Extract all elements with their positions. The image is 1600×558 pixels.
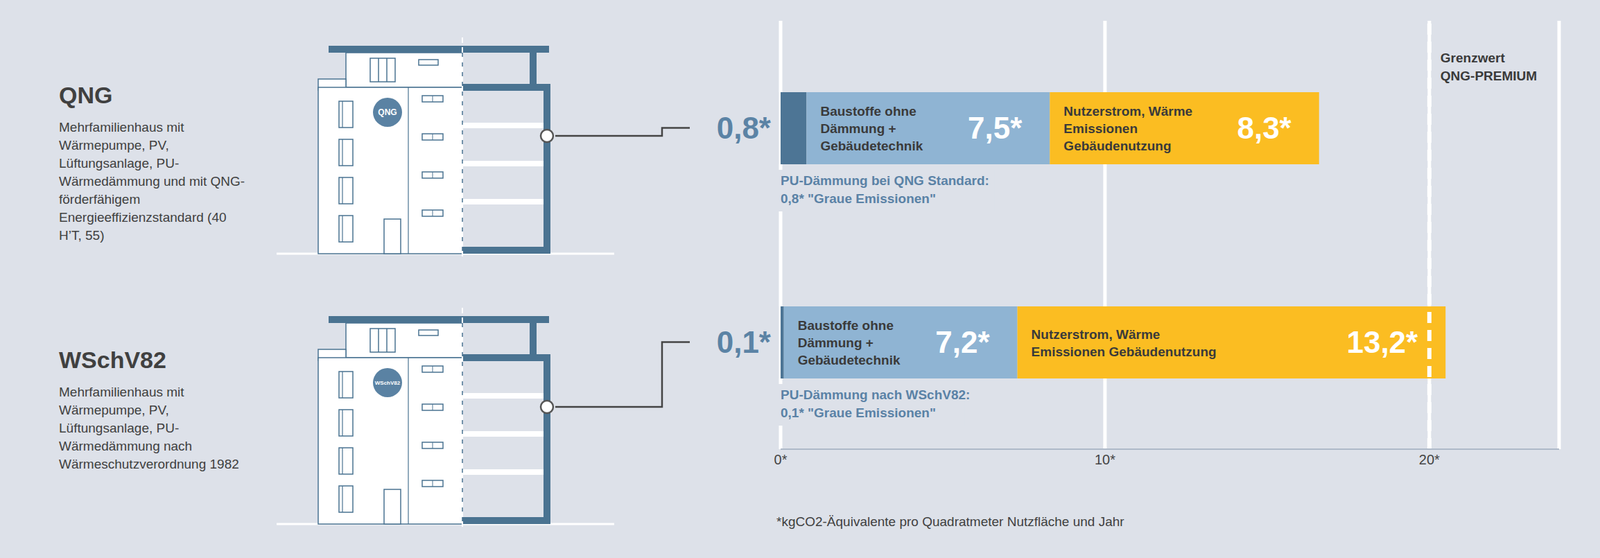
svg-text:PU-Dämmung bei QNG Standard:: PU-Dämmung bei QNG Standard: bbox=[780, 173, 990, 188]
svg-text:0,1* "Graue Emissionen": 0,1* "Graue Emissionen" bbox=[780, 405, 936, 421]
svg-text:8,3*: 8,3* bbox=[1236, 110, 1292, 145]
svg-text:Gebäudetechnik: Gebäudetechnik bbox=[797, 352, 901, 368]
svg-text:0,1*: 0,1* bbox=[716, 325, 772, 360]
html-text:Mehrfamilienhaus mit Wärmepump: Mehrfamilienhaus mit Wärmepumpe, PV, Lüf… bbox=[58, 384, 240, 472]
svg-text:Gebäudenutzung: Gebäudenutzung bbox=[1063, 138, 1171, 154]
svg-text:10*: 10* bbox=[1094, 451, 1116, 468]
html-text:Mehrfamilienhaus mit Wärmepump: Mehrfamilienhaus mit Wärmepumpe, PV, Lüf… bbox=[58, 119, 245, 243]
svg-text:Dämmung +: Dämmung + bbox=[797, 335, 874, 351]
svg-text:Gebäudetechnik: Gebäudetechnik bbox=[820, 138, 923, 154]
svg-text:20*: 20* bbox=[1419, 451, 1440, 468]
svg-text:PU-Dämmung nach WSchV82:: PU-Dämmung nach WSchV82: bbox=[780, 387, 970, 403]
svg-text:Grenzwert: Grenzwert bbox=[1440, 50, 1506, 66]
svg-text:7,2*: 7,2* bbox=[935, 325, 990, 360]
svg-text:0*: 0* bbox=[774, 451, 788, 468]
svg-text:QNG: QNG bbox=[377, 107, 397, 118]
html-text:*kgCO2-Äquivalente pro Quadrat: *kgCO2-Äquivalente pro Quadratmeter Nutz… bbox=[776, 514, 1125, 529]
svg-text:7,5*: 7,5* bbox=[967, 110, 1023, 145]
svg-text:0,8*: 0,8* bbox=[716, 110, 772, 145]
svg-text:Baustoffe ohne: Baustoffe ohne bbox=[797, 318, 894, 333]
svg-text:Nutzerstrom, Wärme: Nutzerstrom, Wärme bbox=[1063, 103, 1193, 119]
svg-text:Baustoffe ohne: Baustoffe ohne bbox=[820, 103, 916, 119]
svg-text:QNG-PREMIUM: QNG-PREMIUM bbox=[1440, 68, 1537, 84]
svg-text:Nutzerstrom, Wärme: Nutzerstrom, Wärme bbox=[1031, 327, 1161, 342]
html-text:WSchV82: WSchV82 bbox=[58, 346, 167, 373]
html-text:QNG: QNG bbox=[58, 81, 113, 109]
svg-text:13,2*: 13,2* bbox=[1346, 325, 1419, 360]
svg-text:WSchV82: WSchV82 bbox=[375, 379, 401, 387]
svg-text:Emissionen Gebäudenutzung: Emissionen Gebäudenutzung bbox=[1031, 344, 1217, 360]
svg-text:Dämmung +: Dämmung + bbox=[820, 121, 896, 136]
svg-text:Emissionen: Emissionen bbox=[1063, 121, 1138, 136]
svg-text:0,8* "Graue Emissionen": 0,8* "Graue Emissionen" bbox=[780, 191, 936, 206]
